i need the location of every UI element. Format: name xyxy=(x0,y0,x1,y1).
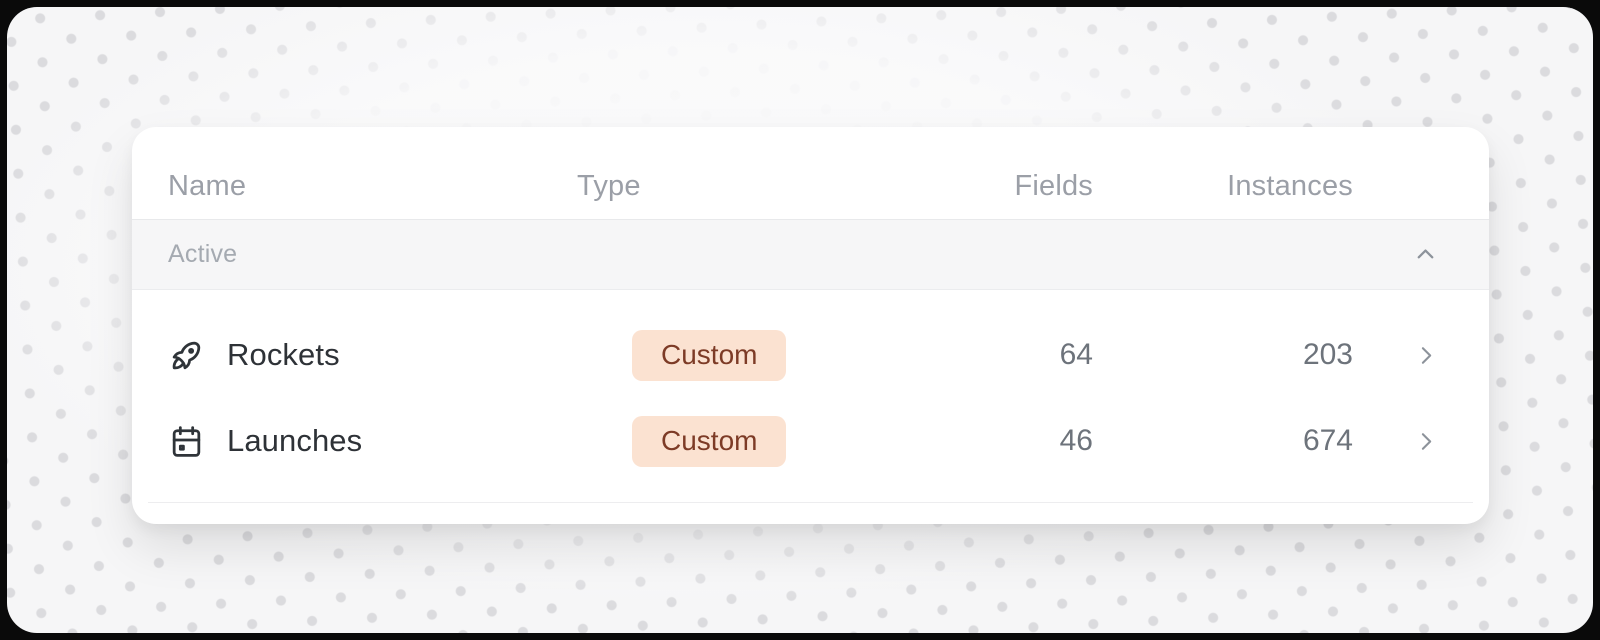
chevron-right-icon xyxy=(1421,346,1431,364)
footer-divider xyxy=(148,502,1473,503)
row-open-button[interactable] xyxy=(1397,429,1453,454)
column-header-name: Name xyxy=(168,169,247,202)
rocket-icon xyxy=(168,337,205,374)
group-label: Active xyxy=(168,240,238,268)
cell-type: Custom xyxy=(577,329,907,381)
type-badge: Custom xyxy=(632,329,787,381)
type-badge: Custom xyxy=(632,415,787,467)
cell-name: Launches xyxy=(168,423,577,460)
cell-name: Rockets xyxy=(168,337,577,374)
cell-instances: 674 xyxy=(1302,424,1353,457)
object-name: Launches xyxy=(227,423,363,458)
table-row-launches[interactable]: Launches Custom 46 674 xyxy=(132,398,1489,484)
column-header-type: Type xyxy=(577,169,641,202)
app-background: Name Type Fields Instances Active xyxy=(7,7,1593,633)
cell-type: Custom xyxy=(577,415,907,467)
object-name: Rockets xyxy=(227,337,340,372)
table-row-rockets[interactable]: Rockets Custom 64 203 xyxy=(132,312,1489,398)
row-open-button[interactable] xyxy=(1397,343,1453,368)
group-header-active[interactable]: Active xyxy=(132,220,1489,290)
chevron-up-icon xyxy=(1417,249,1433,259)
column-header-fields: Fields xyxy=(1014,169,1093,202)
chevron-right-icon xyxy=(1421,432,1431,450)
cell-instances: 203 xyxy=(1302,338,1353,371)
cell-fields: 46 xyxy=(1059,424,1093,457)
column-header-instances: Instances xyxy=(1227,169,1353,202)
objects-table-card: Name Type Fields Instances Active xyxy=(132,127,1489,524)
table-header-row: Name Type Fields Instances xyxy=(132,127,1489,219)
cell-fields: 64 xyxy=(1059,338,1093,371)
collapse-group-button[interactable] xyxy=(1397,241,1453,268)
header-divider xyxy=(132,219,1489,220)
calendar-icon xyxy=(168,423,205,460)
table-body: Rockets Custom 64 203 xyxy=(132,290,1489,502)
